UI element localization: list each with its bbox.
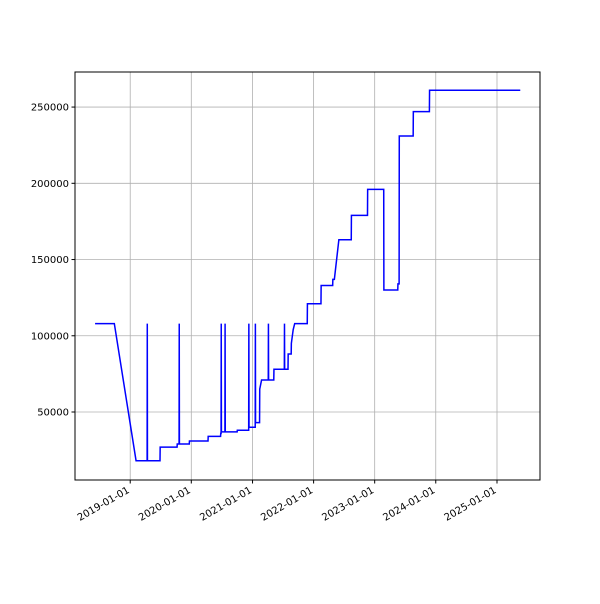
x-tick-label: 2021-01-01 [198, 485, 254, 524]
x-tick-label: 2020-01-01 [137, 485, 193, 524]
plot-frame [74, 71, 541, 481]
x-tick-label: 2025-01-01 [443, 485, 499, 524]
line [95, 89, 521, 462]
x-tick-label: 2024-01-01 [381, 485, 437, 524]
x-tick-label: 2023-01-01 [320, 485, 376, 524]
y-tick-label: 150000 [31, 255, 69, 266]
y-tick-label: 250000 [31, 103, 69, 114]
y-tick-label: 200000 [31, 179, 69, 190]
x-tick-label: 2022-01-01 [259, 485, 315, 524]
x-tick-label: 2019-01-01 [76, 485, 132, 524]
y-tick-label: 100000 [31, 331, 69, 342]
y-tick-label: 50000 [37, 408, 69, 419]
